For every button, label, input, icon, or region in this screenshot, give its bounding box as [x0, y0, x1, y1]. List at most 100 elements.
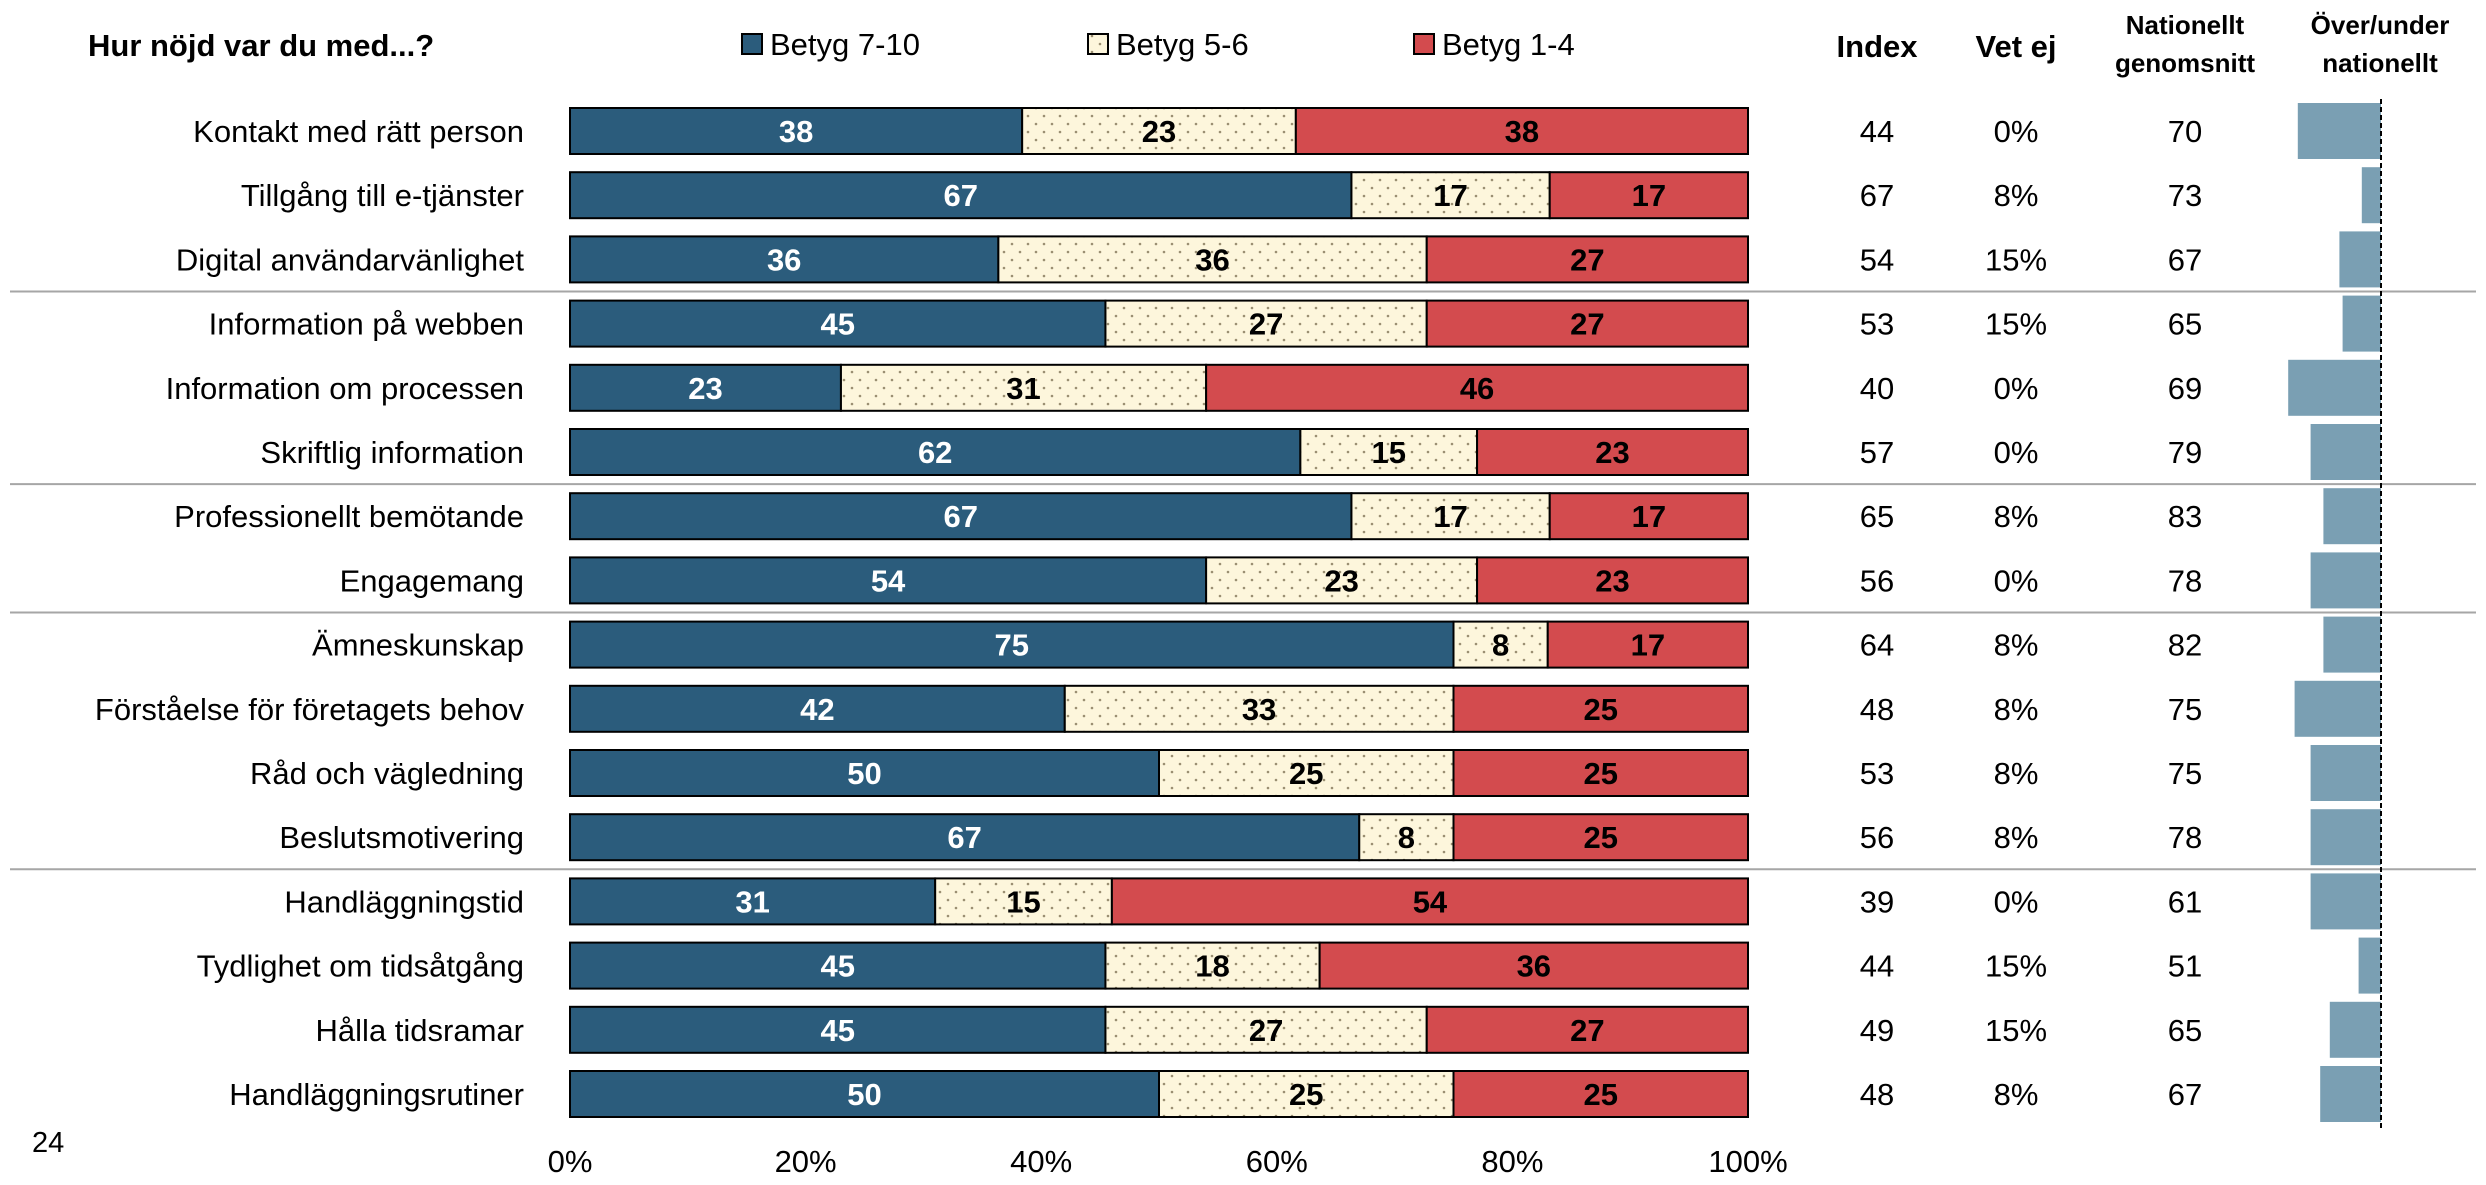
- diff-bar: [2329, 1001, 2381, 1058]
- header-index: Index: [1837, 29, 1919, 64]
- data-label-good: 67: [947, 820, 981, 855]
- bar-segment-bad: [1318, 941, 1749, 990]
- bar-segment-mid: [1358, 813, 1455, 862]
- vet-ej-value: 0%: [1994, 435, 2039, 470]
- bar-segment-good: [569, 492, 1353, 541]
- bar-segment-good: [569, 299, 1107, 348]
- vet-ej-value: 0%: [1994, 371, 2039, 406]
- national-value: 65: [2168, 307, 2202, 342]
- vet-ej-value: 8%: [1994, 628, 2039, 663]
- bar-segment-good: [569, 235, 1000, 284]
- diff-bar: [2297, 103, 2381, 159]
- diff-bar: [2342, 295, 2381, 352]
- bar-segment-good: [569, 941, 1107, 990]
- data-label-good: 45: [820, 949, 854, 984]
- data-label-bad: 23: [1595, 563, 1629, 598]
- legend-label-bad: Betyg 1-4: [1442, 27, 1575, 62]
- national-value: 82: [2168, 628, 2202, 663]
- diff-bar: [2358, 937, 2381, 994]
- data-label-mid: 27: [1249, 1013, 1283, 1048]
- table-row: Ämneskunskap 75 8 17 64 8% 82: [312, 616, 2381, 673]
- bar-segment-good: [569, 1070, 1160, 1118]
- bar-segment-bad: [1425, 299, 1750, 348]
- table-row: Kontakt med rätt person 38 23 38 44 0% 70: [193, 103, 2381, 159]
- data-label-good: 62: [918, 435, 952, 470]
- vet-ej-value: 8%: [1994, 820, 2039, 855]
- index-value: 39: [1860, 884, 1894, 919]
- bar-segment-mid: [1350, 492, 1551, 541]
- diff-bar: [2361, 167, 2381, 224]
- data-label-bad: 27: [1570, 307, 1604, 342]
- data-label-good: 45: [820, 1013, 854, 1048]
- diff-bar: [2310, 745, 2381, 801]
- bar-segment-mid: [1063, 684, 1455, 733]
- national-value: 75: [2168, 756, 2202, 791]
- national-value: 75: [2168, 692, 2202, 727]
- national-value: 67: [2168, 242, 2202, 277]
- bar-segment-mid: [1205, 556, 1479, 605]
- diff-bar: [2288, 359, 2381, 416]
- index-value: 40: [1860, 371, 1894, 406]
- table-row: Förståelse för företagets behov 42 33 25 48 8…: [95, 680, 2381, 737]
- vet-ej-value: 15%: [1985, 242, 2047, 277]
- legend-label-good: Betyg 7-10: [770, 27, 920, 62]
- national-value: 78: [2168, 820, 2202, 855]
- data-label-bad: 36: [1517, 949, 1551, 984]
- row-label: Digital användarvänlighet: [176, 242, 525, 277]
- bar-segment-mid: [1452, 620, 1549, 669]
- bar-segment-mid: [997, 235, 1428, 284]
- data-label-mid: 15: [1371, 435, 1405, 470]
- x-axis-ticks: 0% 20% 40% 60% 80% 100%: [548, 1144, 1788, 1179]
- data-label-mid: 15: [1006, 884, 1040, 919]
- vet-ej-value: 15%: [1985, 1013, 2047, 1048]
- data-label-bad: 17: [1632, 499, 1666, 534]
- diff-bar: [2294, 680, 2381, 737]
- table-row: Engagemang 54 23 23 56 0% 78: [340, 552, 2381, 609]
- diff-bar: [2310, 424, 2381, 480]
- legend-swatch-bad: [1413, 33, 1435, 55]
- index-value: 49: [1860, 1013, 1894, 1048]
- bar-segment-mid: [934, 877, 1113, 926]
- data-label-good: 45: [820, 307, 854, 342]
- bar-segment-bad: [1205, 363, 1749, 412]
- table-row: Information om processen 23 31 46 40 0% 69: [166, 359, 2381, 416]
- bar-segment-mid: [1104, 299, 1428, 348]
- data-label-bad: 46: [1460, 371, 1494, 406]
- table-row: Handläggningsrutiner 50 25 25 48 8% 67: [229, 1066, 2381, 1122]
- data-label-good: 54: [871, 563, 906, 598]
- bar-segment-mid: [1299, 428, 1479, 476]
- row-label: Beslutsmotivering: [279, 820, 524, 855]
- row-label: Handläggningstid: [284, 884, 524, 919]
- index-value: 53: [1860, 756, 1894, 791]
- index-value: 67: [1860, 178, 1894, 213]
- table-row: Skriftlig information 62 15 23 57 0% 79: [260, 424, 2381, 480]
- national-value: 79: [2168, 435, 2202, 470]
- bar-segment-bad: [1294, 107, 1749, 155]
- x-tick-label: 0%: [548, 1144, 593, 1179]
- bar-segment-bad: [1110, 877, 1749, 926]
- bar-segment-mid: [1104, 1005, 1428, 1054]
- row-label: Information på webben: [209, 307, 524, 342]
- data-label-bad: 38: [1505, 114, 1539, 149]
- x-tick-label: 80%: [1481, 1144, 1543, 1179]
- x-tick-label: 100%: [1708, 1144, 1787, 1179]
- table-row: Handläggningstid 31 15 54 39 0% 61: [284, 873, 2381, 930]
- index-value: 44: [1860, 114, 1894, 149]
- page-number: 24: [32, 1127, 64, 1159]
- vet-ej-value: 0%: [1994, 114, 2039, 149]
- legend-item-mid: Betyg 5-6: [1087, 27, 1249, 62]
- column-headers: Index Vet ej Nationellt genomsnitt Över/…: [1837, 10, 2450, 78]
- legend-item-bad: Betyg 1-4: [1413, 27, 1575, 62]
- header-diff-line2: nationellt: [2322, 48, 2438, 78]
- diff-bar: [2323, 488, 2381, 545]
- data-label-good: 50: [847, 756, 881, 791]
- national-value: 69: [2168, 371, 2202, 406]
- vet-ej-value: 8%: [1994, 692, 2039, 727]
- bar-segment-bad: [1476, 428, 1750, 476]
- bar-segment-mid: [1104, 941, 1321, 990]
- national-value: 65: [2168, 1013, 2202, 1048]
- data-label-good: 36: [767, 242, 801, 277]
- diff-bar: [2320, 1066, 2381, 1122]
- index-value: 48: [1860, 1077, 1894, 1112]
